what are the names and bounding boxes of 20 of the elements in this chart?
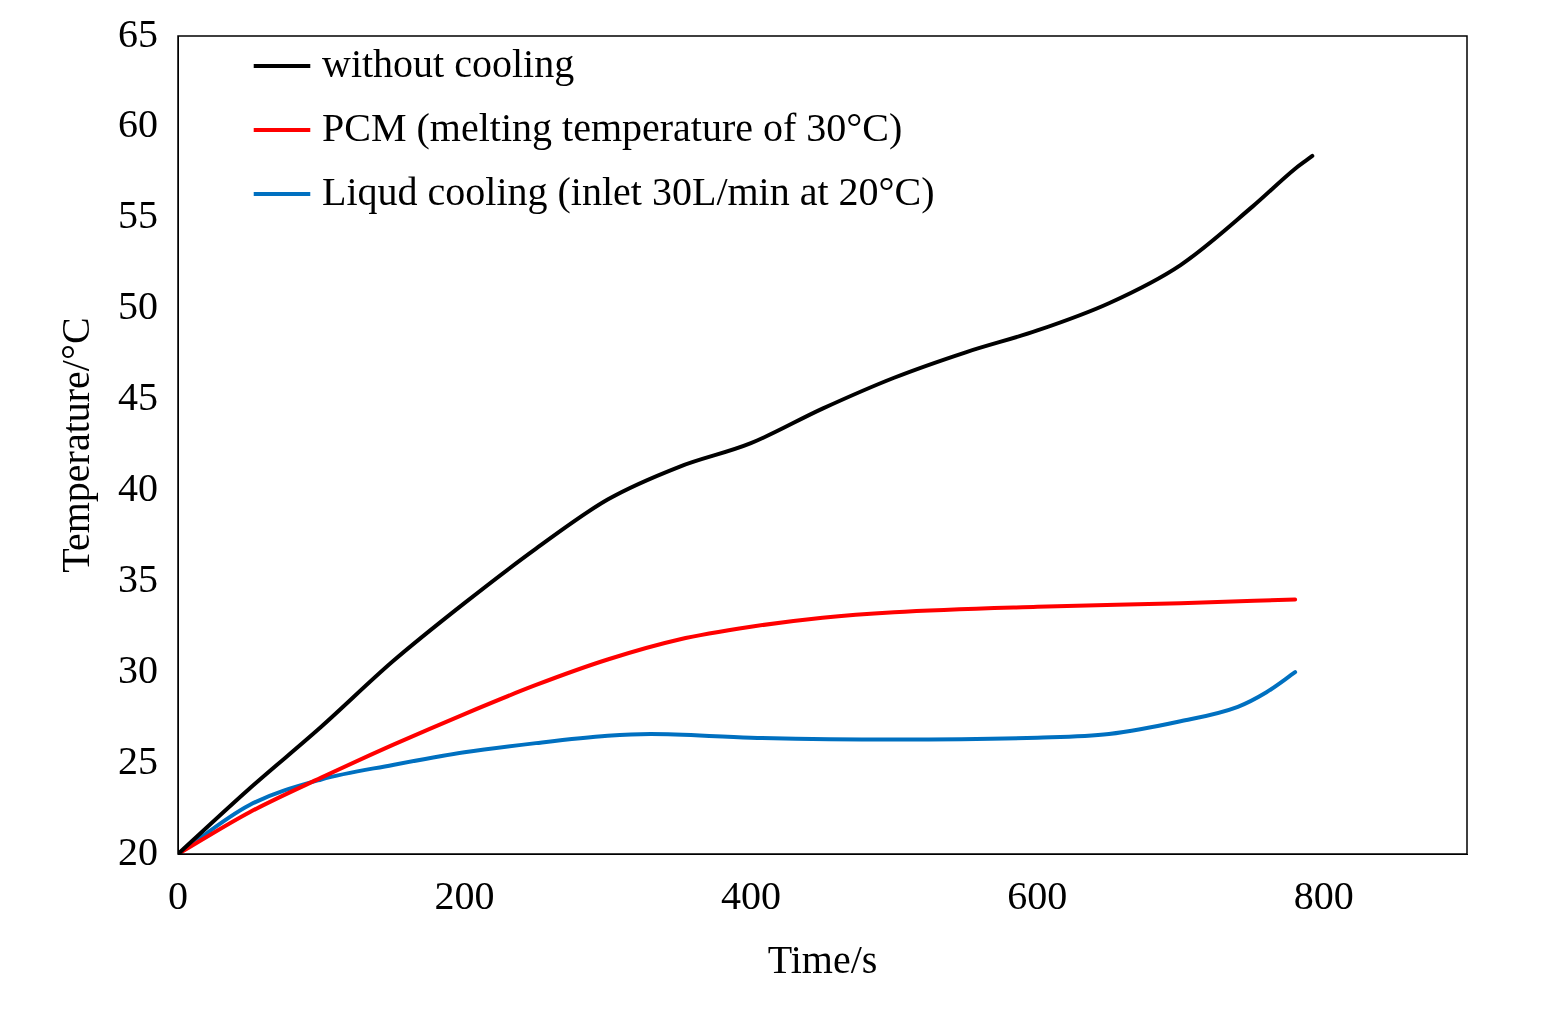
legend-label: PCM (melting temperature of 30°C) — [322, 104, 903, 150]
y-tick-label: 50 — [118, 283, 158, 329]
legend-label: Liqud cooling (inlet 30L/min at 20°C) — [322, 168, 935, 214]
x-tick-label: 800 — [1293, 872, 1354, 918]
x-tick-label: 400 — [720, 872, 781, 918]
y-tick-label: 35 — [118, 555, 158, 601]
y-axis-title: Temperature/°C — [52, 317, 98, 573]
y-tick-label: 40 — [118, 464, 158, 510]
x-tick-label: 200 — [434, 872, 495, 918]
y-tick-label: 25 — [118, 737, 158, 783]
y-tick-label: 55 — [118, 192, 158, 238]
x-tick-label: 0 — [168, 872, 188, 918]
x-tick-label: 600 — [1007, 872, 1068, 918]
y-tick-label: 60 — [118, 101, 158, 147]
y-tick-label: 65 — [118, 10, 158, 56]
legend-label: without cooling — [322, 40, 575, 86]
x-axis-title: Time/s — [767, 936, 878, 982]
y-tick-label: 45 — [118, 374, 158, 420]
y-tick-label: 30 — [118, 646, 158, 692]
y-tick-label: 20 — [118, 828, 158, 874]
